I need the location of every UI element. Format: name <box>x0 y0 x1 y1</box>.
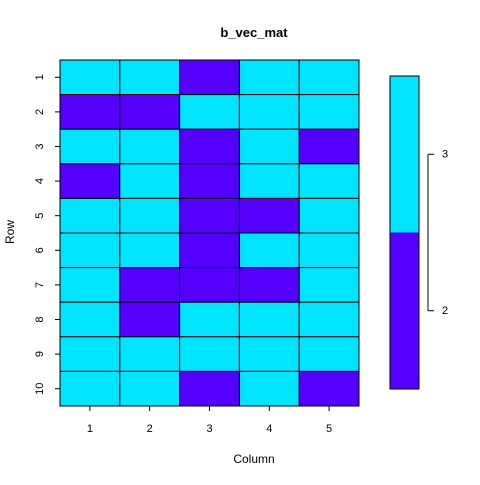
heatmap-cell <box>59 94 121 130</box>
column-tick-label: 3 <box>206 423 212 435</box>
heatmap-cell <box>119 163 181 199</box>
heatmap-cell <box>59 232 121 269</box>
heatmap-cell <box>179 59 240 96</box>
row-tick-label: 8 <box>34 316 46 322</box>
heatmap-cell <box>119 128 181 165</box>
heatmap-cell <box>179 232 240 269</box>
heatmap-cell <box>119 267 181 303</box>
row-tick-label: 10 <box>34 383 46 395</box>
heatmap-cell <box>179 197 240 234</box>
heatmap-cell <box>179 128 240 165</box>
heatmap-cell <box>238 59 300 96</box>
y-axis-label: Row <box>3 220 17 244</box>
x-axis-label: Column <box>233 452 274 466</box>
heatmap-cell <box>298 336 360 372</box>
heatmap-cell <box>298 301 360 338</box>
heatmap-cell <box>238 197 300 234</box>
legend-tick-label: 2 <box>442 305 448 317</box>
legend-swatch-2 <box>390 232 419 389</box>
heatmap-cell <box>238 370 300 407</box>
column-tick-labels: 1 2 3 4 5 <box>87 406 332 435</box>
heatmap-cell <box>238 267 300 303</box>
row-tick-label: 2 <box>34 109 46 115</box>
legend-swatch-3 <box>390 76 419 233</box>
heatmap-cell <box>119 197 181 234</box>
heatmap-cell <box>179 267 240 303</box>
heatmap-cell <box>238 301 300 338</box>
heatmap-cell <box>179 336 240 372</box>
heatmap-cell <box>59 197 121 234</box>
column-tick-label: 4 <box>266 423 272 435</box>
heatmap-cell <box>119 59 181 96</box>
heatmap-cell <box>298 232 360 269</box>
heatmap-cell <box>298 59 360 96</box>
column-tick-label: 5 <box>326 423 332 435</box>
heatmap-cell <box>238 128 300 165</box>
heatmap-cell <box>119 336 181 372</box>
heatmap-cell <box>238 163 300 199</box>
row-tick-label: 1 <box>34 74 46 80</box>
heatmap-cell <box>59 370 121 407</box>
row-tick-label: 9 <box>34 351 46 357</box>
heatmap-cell <box>298 267 360 303</box>
heatmap-cell <box>59 336 121 372</box>
heatmap-cell <box>59 301 121 338</box>
heatmap-cell <box>59 267 121 303</box>
heatmap-cell <box>238 336 300 372</box>
heatmap-cell <box>238 94 300 130</box>
heatmap-cell <box>179 94 240 130</box>
column-tick-label: 2 <box>147 423 153 435</box>
heatmap-cells <box>59 59 360 407</box>
heatmap-cell <box>59 59 121 96</box>
heatmap-cell <box>59 163 121 199</box>
heatmap-cell <box>298 128 360 165</box>
legend-tick-label: 3 <box>442 148 448 160</box>
heatmap-cell <box>119 94 181 130</box>
row-tick-label: 5 <box>34 213 46 219</box>
heatmap-cell <box>298 370 360 407</box>
heatmap-cell <box>179 301 240 338</box>
row-tick-labels: 1 2 3 4 5 6 7 8 9 10 <box>34 74 60 395</box>
column-tick-label: 1 <box>87 423 93 435</box>
row-tick-label: 4 <box>34 178 46 184</box>
row-tick-label: 3 <box>34 143 46 149</box>
heatmap-cell <box>298 94 360 130</box>
row-tick-label: 7 <box>34 282 46 288</box>
heatmap-cell <box>298 163 360 199</box>
heatmap-cell <box>179 163 240 199</box>
chart-title: b_vec_mat <box>220 25 288 40</box>
row-tick-label: 6 <box>34 247 46 253</box>
heatmap-cell <box>119 301 181 338</box>
heatmap-cell <box>119 370 181 407</box>
heatmap-cell <box>179 370 240 407</box>
heatmap-cell <box>119 232 181 269</box>
legend-border <box>389 75 420 390</box>
heatmap-cell <box>298 197 360 234</box>
heatmap-cell <box>238 232 300 269</box>
color-legend: 32 <box>389 75 448 390</box>
heatmap-cell <box>59 128 121 165</box>
